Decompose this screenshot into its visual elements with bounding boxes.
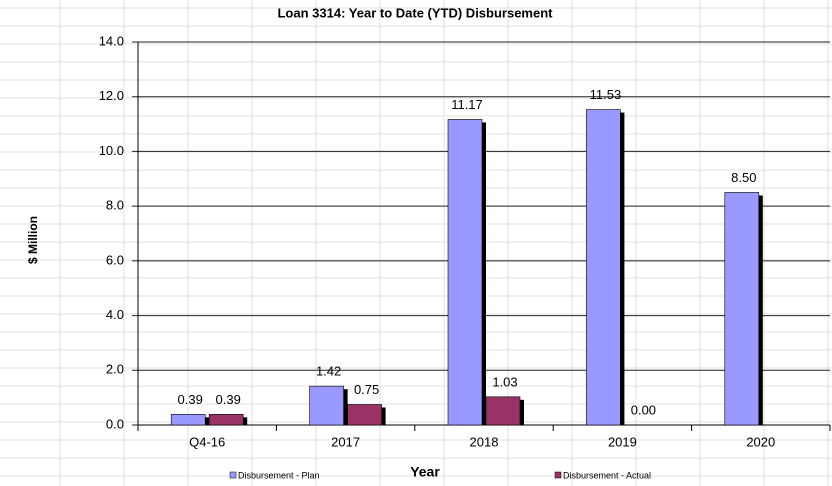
data-label: 11.17 xyxy=(451,97,483,112)
y-tick-label: 2.0 xyxy=(106,362,124,377)
bar xyxy=(347,404,382,426)
x-tick-label: 2017 xyxy=(331,434,360,449)
y-tick-label: 6.0 xyxy=(106,252,124,267)
y-axis-label: $ Million xyxy=(26,216,40,264)
bar xyxy=(447,119,483,426)
y-tick-label: 10.0 xyxy=(99,143,124,158)
data-label: 8.50 xyxy=(731,170,756,185)
x-tick-label: 2018 xyxy=(470,434,499,449)
x-tick-label: 2020 xyxy=(746,434,775,449)
chart-title: Loan 3314: Year to Date (YTD) Disburseme… xyxy=(277,5,553,20)
bar xyxy=(208,414,244,426)
data-label: 0.00 xyxy=(631,402,656,417)
legend-label: Disbursement - Actual xyxy=(563,470,651,480)
y-tick-label: 14.0 xyxy=(99,33,124,48)
legend-swatch xyxy=(229,471,237,479)
bar xyxy=(586,109,621,426)
data-label: 0.39 xyxy=(216,392,241,407)
y-tick-label: 4.0 xyxy=(106,307,124,322)
y-tick-label: 12.0 xyxy=(99,88,124,103)
y-tick-label: 8.0 xyxy=(106,198,124,213)
bar xyxy=(309,385,344,426)
data-label: 1.03 xyxy=(492,374,517,389)
x-axis-label: Year xyxy=(410,464,440,480)
x-tick-label: Q4-16 xyxy=(189,434,225,449)
x-tick-label: 2019 xyxy=(608,434,637,449)
bar xyxy=(485,396,521,426)
data-label: 0.39 xyxy=(178,392,203,407)
data-label: 11.53 xyxy=(590,87,622,102)
y-tick-label: 0.0 xyxy=(106,416,124,431)
legend-label: Disbursement - Plan xyxy=(238,470,320,480)
bar xyxy=(724,192,760,426)
data-label: 0.75 xyxy=(354,382,379,397)
legend-swatch xyxy=(554,471,562,479)
data-label: 1.42 xyxy=(316,364,341,379)
bar xyxy=(170,414,206,426)
